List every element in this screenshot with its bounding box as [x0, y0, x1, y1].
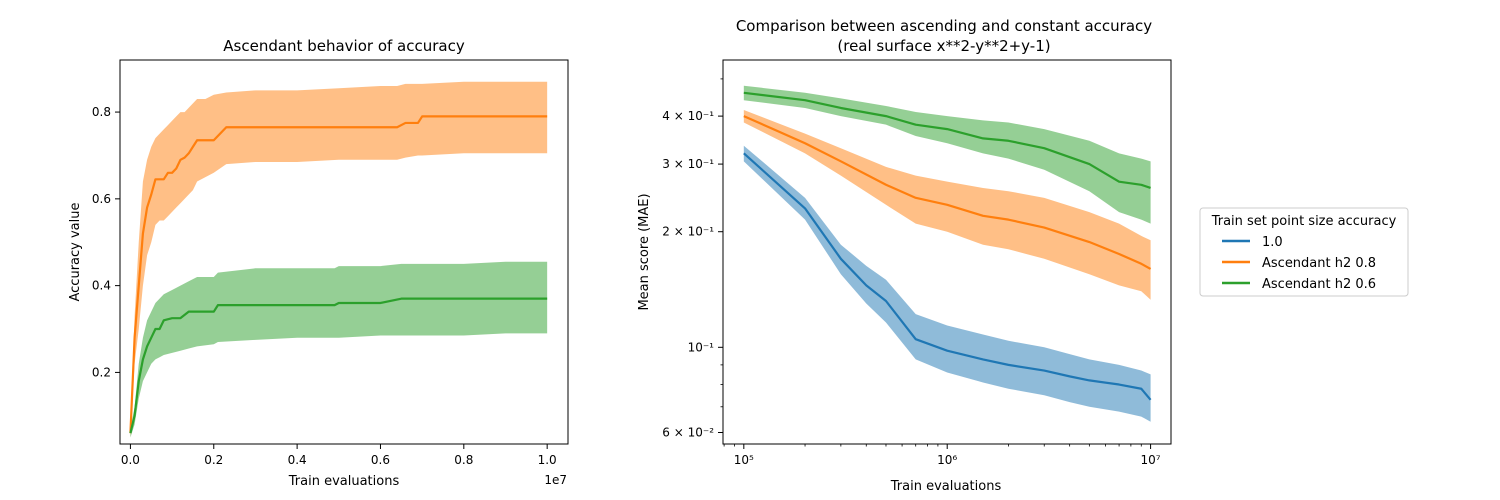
mae-y-tick-label: 4 × 10⁻¹ — [662, 109, 714, 123]
mae-line-series-2 — [743, 91, 1151, 189]
accuracy-y-tick-label: 0.2 — [92, 365, 111, 379]
mae-line-series-1 — [743, 115, 1152, 270]
accuracy-line-series-1 — [129, 297, 548, 434]
mae-chart-title: Comparison between ascending and constan… — [736, 17, 1152, 35]
mae-y-tick-label: 6 × 10⁻² — [662, 425, 714, 439]
accuracy-x-tick-label: 0.0 — [121, 453, 140, 467]
legend-entry-ascendant-0-8: Ascendant h2 0.8 — [1262, 256, 1376, 271]
accuracy-x-offset-label: 1e7 — [544, 473, 567, 487]
accuracy-y-tick-label: 0.8 — [92, 105, 111, 119]
mae-y-tick-label: 3 × 10⁻¹ — [662, 157, 714, 171]
accuracy-x-ticks: 0.0 0.2 0.4 0.6 0.8 1.0 — [121, 444, 557, 467]
accuracy-x-tick-label: 0.8 — [454, 453, 473, 467]
accuracy-x-tick-label: 0.2 — [204, 453, 223, 467]
accuracy-chart-title: Ascendant behavior of accuracy — [223, 37, 465, 55]
accuracy-y-ticks: 0.2 0.4 0.6 0.8 — [92, 105, 120, 379]
accuracy-x-axis-label: Train evaluations — [288, 474, 400, 489]
mae-comparison-chart: 10⁵ 10⁶ 10⁷ 6 × 10⁻² 10⁻¹ 2 × 10⁻¹ 3 × 10⁻¹ 4 … — [637, 17, 1172, 494]
mae-y-tick-label: 10⁻¹ — [688, 340, 715, 354]
mae-x-tick-label: 10⁶ — [937, 453, 957, 467]
accuracy-line-series-0 — [129, 115, 548, 434]
accuracy-chart: 0.0 0.2 0.4 0.6 0.8 1.0 0.2 0.4 0.6 0.8 Ascendan… — [68, 37, 569, 489]
mae-y-ticks: 6 × 10⁻² 10⁻¹ 2 × 10⁻¹ 3 × 10⁻¹ 4 × 10⁻¹ — [662, 78, 723, 439]
legend-box — [1199, 207, 1409, 297]
legend: Train set point size accuracy 1.0 Ascend… — [1199, 207, 1409, 297]
accuracy-y-axis-label: Accuracy value — [68, 203, 83, 302]
accuracy-y-tick-label: 0.4 — [92, 279, 111, 293]
mae-x-tick-label: 10⁵ — [734, 453, 754, 467]
mae-x-axis-label: Train evaluations — [890, 479, 1002, 494]
mae-x-tick-label: 10⁷ — [1141, 453, 1161, 467]
accuracy-x-tick-label: 0.6 — [371, 453, 390, 467]
accuracy-x-tick-label: 1.0 — [538, 453, 557, 467]
accuracy-lines — [129, 115, 548, 434]
mae-lines — [743, 91, 1152, 401]
legend-entry-1-0: 1.0 — [1262, 235, 1283, 250]
accuracy-plot-frame — [119, 59, 569, 445]
mae-band-series-0 — [743, 145, 1151, 422]
mae-band-series-2 — [743, 85, 1151, 224]
mae-chart-subtitle: (real surface x**2-y**2+y-1) — [837, 37, 1050, 55]
legend-entry-ascendant-0-6: Ascendant h2 0.6 — [1262, 277, 1376, 292]
legend-title: Train set point size accuracy — [1211, 214, 1397, 229]
accuracy-y-tick-label: 0.6 — [92, 192, 111, 206]
mae-line-series-0 — [743, 152, 1152, 401]
accuracy-x-tick-label: 0.4 — [288, 453, 307, 467]
mae-x-ticks: 10⁵ 10⁶ 10⁷ — [723, 444, 1161, 467]
mae-y-axis-label: Mean score (MAE) — [637, 193, 652, 310]
mae-y-tick-label: 2 × 10⁻¹ — [662, 225, 714, 239]
